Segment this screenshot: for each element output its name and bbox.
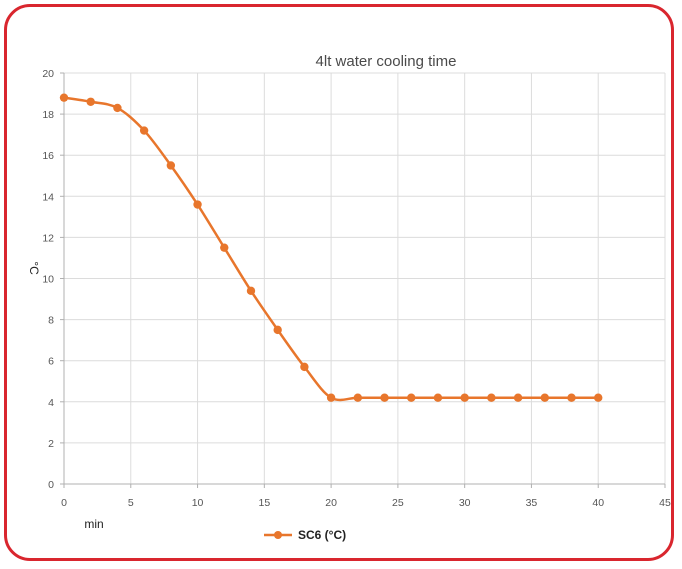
x-tick-label: 0 <box>61 497 67 509</box>
data-point <box>86 97 95 106</box>
chart-frame <box>4 4 674 561</box>
legend-swatch-marker <box>274 531 282 539</box>
x-tick-label: 5 <box>128 497 134 509</box>
data-point <box>273 325 282 335</box>
data-point <box>513 393 523 402</box>
data-point <box>460 393 469 402</box>
y-tick-label: 2 <box>48 438 54 450</box>
legend-label: SC6 (°C) <box>298 528 346 542</box>
y-tick-label: 10 <box>42 274 54 286</box>
data-point <box>353 393 363 402</box>
chart-title: 4lt water cooling time <box>316 53 457 70</box>
data-point <box>540 393 549 402</box>
data-point <box>113 103 122 113</box>
grid-lines <box>64 72 666 484</box>
data-point <box>300 362 309 372</box>
y-tick-label: 14 <box>42 191 54 203</box>
y-tick-label: 4 <box>48 397 54 409</box>
y-tick-label: 12 <box>42 232 54 244</box>
y-tick-label: 18 <box>42 109 54 121</box>
data-point <box>166 161 176 170</box>
tick-labels: 0 2 4 6 8 10 12 14 16 18 20 0 5 10 15 20 25 30 35 40 45 <box>42 68 671 509</box>
data-point <box>594 393 603 402</box>
data-point <box>139 126 149 135</box>
data-point <box>59 93 69 102</box>
data-point <box>246 286 256 296</box>
data-point <box>487 393 496 402</box>
x-tick-label: 40 <box>592 497 604 509</box>
x-tick-label: 20 <box>325 497 337 509</box>
data-point <box>567 393 576 402</box>
y-axis-label: °C <box>27 261 41 275</box>
series-layer <box>59 93 603 402</box>
data-point <box>326 393 336 402</box>
data-point <box>193 200 202 209</box>
legend: SC6 (°C) <box>264 528 346 542</box>
y-tick-label: 16 <box>42 150 54 162</box>
x-tick-label: 10 <box>192 497 204 509</box>
axes <box>60 72 666 488</box>
x-tick-label: 30 <box>459 497 471 509</box>
x-tick-label: 25 <box>392 497 404 509</box>
y-tick-label: 6 <box>48 356 54 368</box>
y-tick-label: 0 <box>48 479 54 491</box>
data-point <box>407 393 416 402</box>
x-tick-label: 45 <box>659 497 671 509</box>
y-tick-label: 20 <box>42 68 54 80</box>
x-tick-label: 35 <box>526 497 538 509</box>
data-point <box>220 243 229 252</box>
x-tick-label: 15 <box>258 497 270 509</box>
data-point <box>433 393 443 402</box>
y-tick-label: 8 <box>48 315 54 327</box>
data-point <box>380 393 389 402</box>
x-axis-label: min <box>84 517 103 531</box>
